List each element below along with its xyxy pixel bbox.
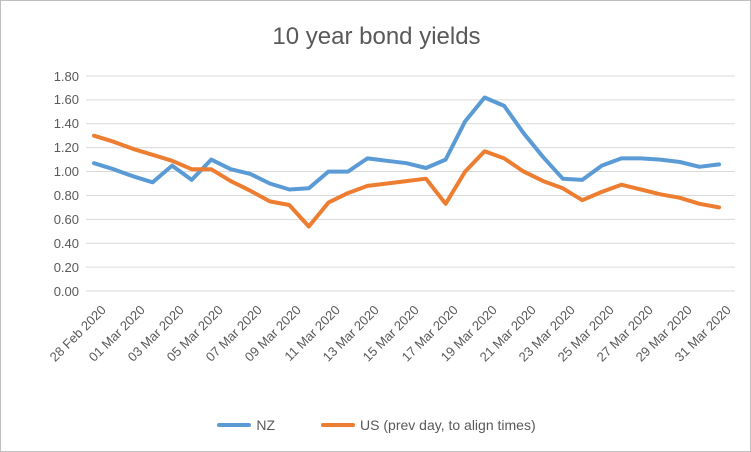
y-axis-label: 1.20 bbox=[53, 140, 79, 156]
chart-title: 10 year bond yields bbox=[272, 23, 481, 50]
y-axis-label: 1.40 bbox=[53, 116, 79, 132]
us-line-swatch bbox=[321, 423, 356, 427]
series-lines bbox=[92, 95, 721, 229]
legend-label-nz: NZ bbox=[256, 417, 276, 433]
legend: NZ US (prev day, to align times) bbox=[1, 417, 750, 433]
y-axis-label: 0.00 bbox=[53, 283, 79, 299]
series-line-us bbox=[92, 133, 721, 229]
y-axis-label: 0.40 bbox=[53, 235, 79, 251]
y-axis-label: 0.60 bbox=[53, 211, 79, 227]
y-axis-label: 0.20 bbox=[53, 259, 79, 275]
y-axis-label: 0.80 bbox=[53, 187, 79, 203]
gridlines bbox=[86, 75, 735, 292]
series-line-nz bbox=[92, 95, 721, 192]
y-axis-label: 1.60 bbox=[53, 92, 79, 108]
y-axis-label: 1.00 bbox=[53, 164, 79, 180]
legend-item-nz: NZ bbox=[217, 417, 275, 433]
legend-item-us: US (prev day, to align times) bbox=[321, 417, 536, 433]
nz-line-swatch bbox=[217, 423, 252, 427]
y-axis-label: 1.80 bbox=[53, 68, 79, 84]
legend-label-us: US (prev day, to align times) bbox=[360, 417, 536, 433]
